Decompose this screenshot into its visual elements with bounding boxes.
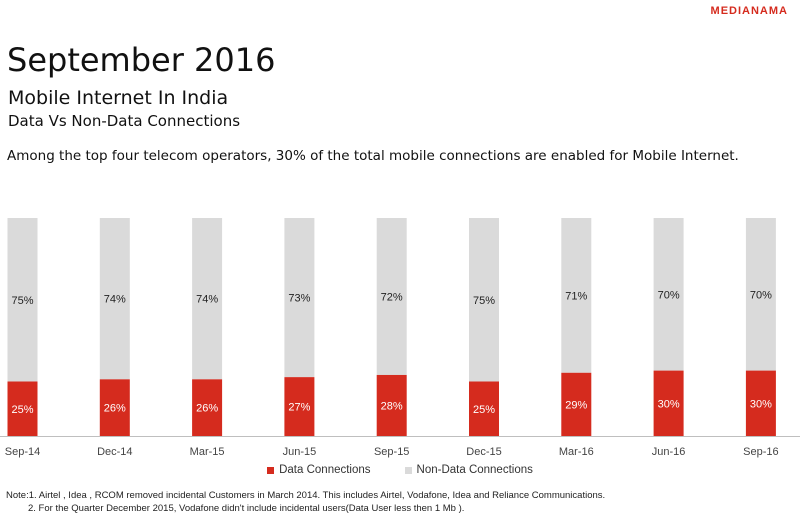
data-label-non-data: 72%: [381, 291, 403, 303]
legend-swatch-data: [267, 466, 275, 474]
data-label-non-data: 70%: [750, 289, 772, 301]
bar-non-data: [99, 218, 130, 380]
legend-swatch-non-data: [404, 466, 412, 474]
brand-logo: MEDIANAMA: [710, 5, 788, 17]
bar-non-data: [7, 218, 38, 382]
bar-data: [192, 379, 223, 436]
x-tick-label: Jun-16: [652, 446, 686, 458]
bar-non-data: [284, 218, 315, 378]
bar-data: [745, 370, 776, 436]
bar-non-data: [192, 218, 223, 380]
footnote-1: Note:1. Airtel , Idea , RCOM removed inc…: [6, 490, 606, 501]
legend-label-data: Data Connections: [279, 464, 371, 476]
data-label-data: 25%: [473, 404, 495, 416]
data-label-data: 28%: [381, 400, 403, 412]
chart-legend: Data Connections Non-Data Connections: [0, 464, 800, 476]
data-label-data: 27%: [288, 402, 310, 414]
x-tick-label: Sep-14: [5, 446, 40, 458]
legend-label-non-data: Non-Data Connections: [416, 464, 533, 476]
data-label-non-data: 71%: [565, 290, 587, 302]
bar-data: [469, 381, 499, 436]
legend-item-non-data: Non-Data Connections: [404, 464, 533, 476]
bar-non-data: [376, 218, 407, 375]
bar-non-data: [469, 218, 499, 382]
data-label-non-data: 70%: [658, 289, 680, 301]
bar-non-data: [745, 218, 776, 371]
x-tick-label: Mar-15: [190, 446, 225, 458]
data-label-non-data: 74%: [196, 294, 218, 306]
chart-subtitle-secondary: Data Vs Non-Data Connections: [8, 112, 241, 130]
data-label-data: 25%: [11, 404, 33, 416]
bar-data: [561, 372, 592, 436]
data-label-data: 30%: [750, 398, 772, 410]
x-tick-label: Mar-16: [559, 446, 594, 458]
x-tick-label: Sep-15: [374, 446, 409, 458]
data-label-non-data: 74%: [104, 294, 126, 306]
bar-data: [653, 370, 684, 436]
bar-data: [376, 374, 407, 436]
data-label-data: 26%: [104, 403, 126, 415]
bar-data: [284, 377, 315, 436]
footnotes: Note:1. Airtel , Idea , RCOM removed inc…: [6, 489, 605, 515]
data-label-data: 26%: [196, 403, 218, 415]
data-label-non-data: 75%: [11, 295, 33, 307]
footnote-2: 2. For the Quarter December 2015, Vodafo…: [28, 503, 465, 514]
data-label-data: 29%: [565, 399, 587, 411]
bar-data: [99, 379, 130, 436]
stacked-bar-chart: 75% 25% Sep-14 74% 26% Dec-14 74% 26% Mar-15 73% 2…: [0, 218, 800, 458]
bar-non-data: [561, 218, 592, 373]
data-label-non-data: 75%: [473, 295, 495, 307]
x-tick-label: Dec-14: [97, 446, 132, 458]
bar-non-data: [653, 218, 684, 371]
chart-subtitle: Mobile Internet In India: [8, 87, 229, 109]
data-label-data: 30%: [658, 398, 680, 410]
legend-item-data: Data Connections: [267, 464, 371, 476]
lead-sentence: Among the top four telecom operators, 30…: [7, 148, 739, 164]
bar-data: [7, 381, 38, 436]
page-title: September 2016: [7, 41, 276, 79]
x-tick-label: Jun-15: [283, 446, 317, 458]
x-tick-label: Sep-16: [743, 446, 778, 458]
x-tick-label: Dec-15: [466, 446, 501, 458]
data-label-non-data: 73%: [288, 293, 310, 305]
